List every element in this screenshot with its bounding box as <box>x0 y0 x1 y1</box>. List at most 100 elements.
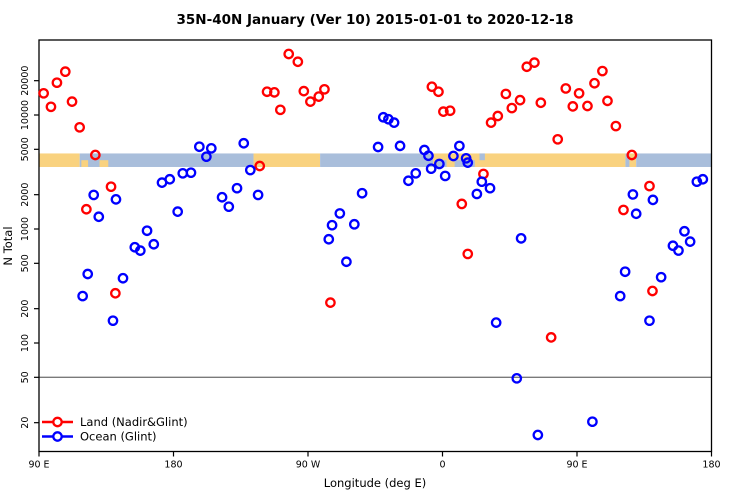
ocean-point <box>172 206 184 217</box>
ocean-point <box>372 141 384 153</box>
ocean-point <box>110 194 122 205</box>
ocean-point <box>655 271 667 283</box>
land-point <box>485 117 497 128</box>
ocean-point <box>77 290 88 302</box>
ocean-point <box>244 164 256 176</box>
land-point <box>506 102 518 114</box>
ocean-point <box>647 194 659 206</box>
ocean-point <box>388 117 400 128</box>
x-tick-label: 180 <box>702 460 720 471</box>
ocean-point <box>394 140 406 152</box>
band-speckle-ocean <box>437 160 447 167</box>
land-point <box>567 101 579 112</box>
plot-border <box>38 39 713 453</box>
ocean-point <box>691 176 703 188</box>
x-tick-label: 90 E <box>28 460 49 471</box>
ocean-point <box>238 137 250 149</box>
ocean-point <box>448 150 459 162</box>
ocean-point <box>201 151 212 163</box>
land-point <box>105 181 117 193</box>
land-point <box>269 87 280 98</box>
land-point <box>319 83 330 95</box>
ocean-point <box>231 182 243 194</box>
ocean-point <box>434 158 445 170</box>
land-point <box>626 149 638 161</box>
chart-title: 35N-40N January (Ver 10) 2015-01-01 to 2… <box>177 12 574 28</box>
land-point <box>292 56 304 68</box>
land-point <box>51 77 63 89</box>
land-point <box>610 120 622 132</box>
land-point <box>298 85 310 97</box>
band-speckle-ocean <box>479 153 485 161</box>
ocean-point <box>697 173 709 185</box>
land-point <box>38 87 49 99</box>
land-point <box>521 61 533 73</box>
band-segment-ocean <box>320 153 434 167</box>
ocean-point <box>377 111 389 123</box>
x-tick-label: 180 <box>164 460 182 471</box>
ocean-point <box>454 140 465 152</box>
legend-marker <box>52 416 63 428</box>
ocean-point <box>252 189 264 201</box>
land-point <box>89 149 101 161</box>
land-point <box>81 203 92 215</box>
band-segment-land <box>39 153 80 167</box>
x-tick-label: 90 E <box>566 460 587 471</box>
ocean-point <box>679 225 690 237</box>
y-tick-label: 20 <box>20 417 31 429</box>
land-point <box>305 96 316 107</box>
land-point <box>462 248 474 260</box>
ocean-point <box>323 233 335 245</box>
y-tick-label: 5000 <box>20 137 31 161</box>
ocean-point <box>684 236 696 247</box>
y-axis-title: N Total <box>1 226 15 265</box>
land-point <box>59 66 71 78</box>
land-point <box>582 100 593 112</box>
y-tick-label: 100 <box>20 334 31 352</box>
land-point <box>456 198 468 210</box>
x-axis-title: Longitude (deg E) <box>324 476 426 490</box>
band-speckle-land <box>81 160 89 167</box>
legend-label: Ocean (Glint) <box>80 430 157 444</box>
land-point <box>644 180 655 192</box>
land-point <box>560 83 572 94</box>
ocean-point <box>619 266 631 278</box>
band-segment-ocean <box>625 153 630 167</box>
ocean-point <box>490 317 502 328</box>
ocean-point <box>425 163 437 175</box>
ocean-point <box>141 225 153 237</box>
land-point <box>589 77 600 89</box>
land-point <box>275 104 286 116</box>
ocean-point <box>627 189 639 200</box>
ocean-point <box>532 429 544 441</box>
land-point <box>313 91 325 102</box>
ocean-point <box>484 182 496 194</box>
ocean-point <box>326 219 338 231</box>
ocean-point <box>194 141 205 153</box>
land-point <box>492 110 504 122</box>
ocean-point <box>423 150 434 162</box>
x-tick-label: 0 <box>439 460 445 471</box>
land-point <box>66 96 78 107</box>
ocean-point <box>673 245 684 256</box>
y-tick-label: 1000 <box>20 217 31 241</box>
ocean-point <box>462 157 474 168</box>
ocean-point <box>644 315 655 327</box>
ocean-point <box>515 232 527 244</box>
ocean-point <box>511 372 523 384</box>
y-tick-label: 20000 <box>20 66 31 96</box>
y-tick-label: 2000 <box>20 183 31 207</box>
land-point <box>444 105 456 117</box>
ocean-point <box>341 256 352 268</box>
band-segment-land <box>253 153 321 167</box>
land-point <box>529 57 540 68</box>
ocean-point <box>82 268 94 280</box>
ocean-point <box>630 208 642 220</box>
ocean-point <box>439 170 451 182</box>
legend-label: Land (Nadir&Glint) <box>80 415 188 429</box>
land-point <box>283 48 295 60</box>
ocean-point <box>185 167 197 179</box>
land-point <box>110 287 121 299</box>
